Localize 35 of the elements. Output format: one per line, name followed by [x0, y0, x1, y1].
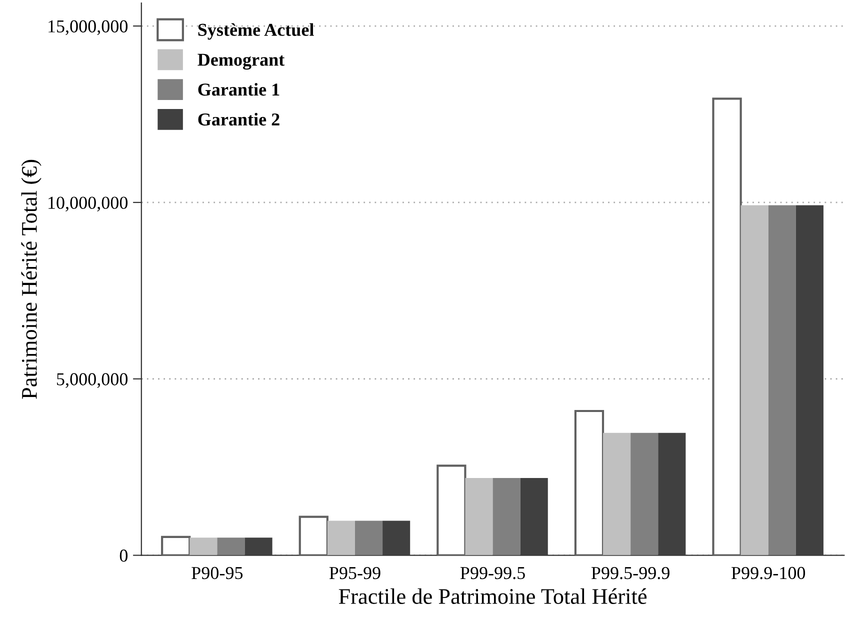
x-tick-label: P99.9-100	[732, 566, 806, 580]
bar	[603, 432, 631, 556]
bar	[190, 538, 218, 556]
bar	[574, 410, 604, 556]
y-tick-label: 0	[120, 550, 128, 562]
legend-label: Système Actuel	[198, 23, 314, 40]
x-axis-title: Fractile de Patrimoine Total Hérité	[338, 588, 647, 604]
bar	[465, 478, 493, 556]
y-tick-label: 10,000,000	[48, 196, 128, 212]
bar	[520, 478, 548, 556]
bar	[712, 98, 742, 556]
legend-label: Demogrant	[198, 54, 285, 70]
y-tick-label: 15,000,000	[48, 20, 128, 36]
bar	[244, 538, 272, 556]
bar	[382, 520, 410, 556]
bar	[298, 516, 328, 556]
legend-label: Garantie 1	[198, 83, 280, 96]
bar	[492, 478, 520, 556]
bar	[436, 464, 466, 556]
x-tick-label: P90-95	[192, 566, 243, 580]
x-tick-label: P99.5-99.9	[591, 566, 670, 580]
bar	[740, 205, 768, 556]
x-tick-label: P95-99	[329, 566, 380, 580]
x-tick-label: P99-99.5	[460, 566, 525, 580]
y-axis-title: Patrimoine Hérité Total (€)	[21, 160, 42, 399]
bar	[217, 538, 245, 556]
y-tick-label: 5,000,000	[57, 373, 128, 388]
legend-label: Garantie 2	[198, 112, 280, 126]
bar	[658, 432, 686, 556]
bar	[327, 520, 355, 556]
bar	[354, 520, 383, 556]
bar	[768, 205, 796, 556]
bar	[796, 205, 824, 556]
bar	[630, 432, 658, 556]
bar	[161, 536, 191, 556]
